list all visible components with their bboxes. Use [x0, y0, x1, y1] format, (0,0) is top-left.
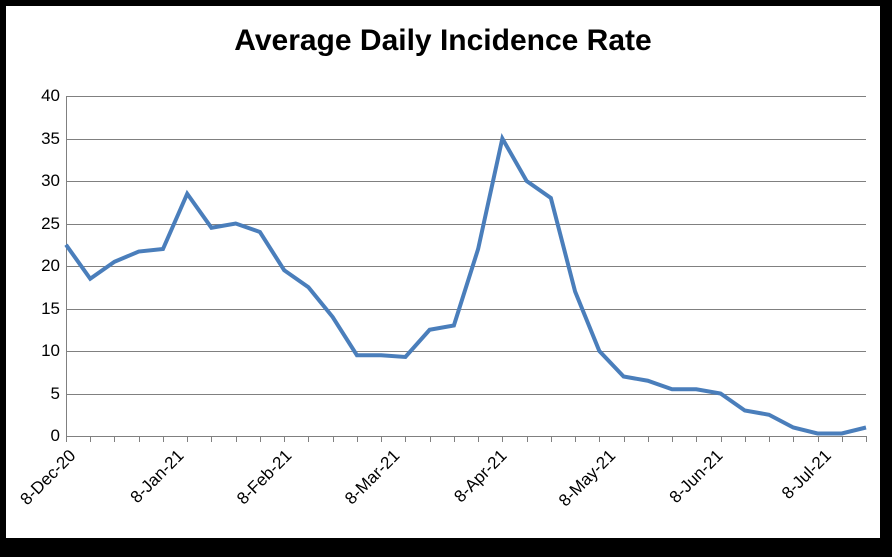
- x-tick-mark: [430, 436, 431, 442]
- y-tick-label: 10: [41, 341, 66, 361]
- x-tick-mark: [478, 436, 479, 442]
- x-tick-mark: [139, 436, 140, 442]
- x-tick-mark: [818, 436, 819, 442]
- x-tick-label: 8-Dec-20: [17, 446, 81, 510]
- x-tick-mark: [648, 436, 649, 442]
- plot-area: 05101520253035408-Dec-208-Jan-218-Feb-21…: [66, 96, 866, 436]
- x-tick-label: 8-Mar-21: [341, 446, 404, 509]
- grid-line-y: [66, 436, 866, 437]
- chart-panel: Average Daily Incidence Rate 05101520253…: [4, 4, 882, 540]
- x-tick-label: 8-Jan-21: [126, 446, 188, 508]
- x-tick-label: 8-Apr-21: [451, 446, 512, 507]
- y-tick-label: 35: [41, 129, 66, 149]
- x-tick-label: 8-Jun-21: [666, 446, 728, 508]
- chart-title: Average Daily Incidence Rate: [6, 24, 880, 58]
- x-tick-mark: [381, 436, 382, 442]
- x-tick-mark: [769, 436, 770, 442]
- x-tick-label: 8-Jul-21: [778, 446, 836, 504]
- x-tick-label: 8-Feb-21: [233, 446, 296, 509]
- y-tick-label: 15: [41, 299, 66, 319]
- x-tick-mark: [793, 436, 794, 442]
- series-svg: [66, 96, 866, 436]
- x-tick-mark: [575, 436, 576, 442]
- y-tick-label: 25: [41, 214, 66, 234]
- x-tick-mark: [211, 436, 212, 442]
- x-tick-mark: [599, 436, 600, 442]
- x-tick-mark: [357, 436, 358, 442]
- y-tick-label: 0: [51, 426, 66, 446]
- x-tick-mark: [187, 436, 188, 442]
- x-tick-mark: [527, 436, 528, 442]
- x-tick-mark: [454, 436, 455, 442]
- x-tick-mark: [866, 436, 867, 442]
- y-tick-label: 5: [51, 384, 66, 404]
- x-tick-mark: [696, 436, 697, 442]
- x-tick-mark: [405, 436, 406, 442]
- x-tick-mark: [842, 436, 843, 442]
- y-tick-label: 40: [41, 86, 66, 106]
- x-tick-mark: [260, 436, 261, 442]
- x-tick-mark: [721, 436, 722, 442]
- plot-wrap: 05101520253035408-Dec-208-Jan-218-Feb-21…: [66, 96, 866, 436]
- x-tick-mark: [163, 436, 164, 442]
- y-tick-label: 20: [41, 256, 66, 276]
- y-tick-label: 30: [41, 171, 66, 191]
- x-tick-mark: [502, 436, 503, 442]
- x-tick-mark: [551, 436, 552, 442]
- x-tick-mark: [284, 436, 285, 442]
- x-tick-mark: [745, 436, 746, 442]
- x-tick-mark: [624, 436, 625, 442]
- x-tick-mark: [90, 436, 91, 442]
- x-tick-mark: [66, 436, 67, 442]
- x-tick-mark: [672, 436, 673, 442]
- x-tick-label: 8-May-21: [555, 446, 620, 511]
- series-line-incidence: [66, 139, 866, 434]
- x-tick-mark: [236, 436, 237, 442]
- x-tick-mark: [114, 436, 115, 442]
- x-tick-mark: [308, 436, 309, 442]
- x-tick-mark: [333, 436, 334, 442]
